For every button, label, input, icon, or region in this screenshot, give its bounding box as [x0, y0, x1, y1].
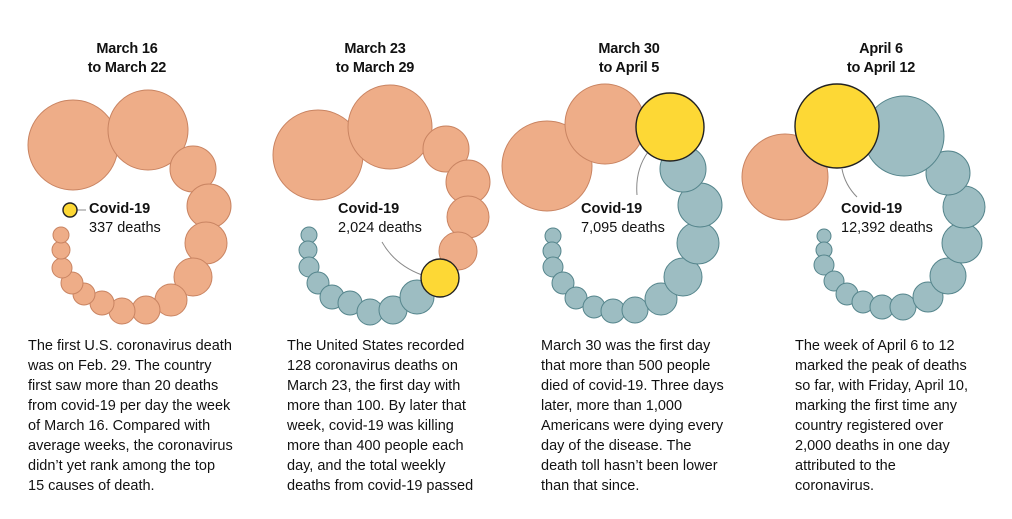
desc-line: was on Feb. 29. The country	[28, 358, 212, 374]
cause-bubble-above-covid	[501, 120, 593, 212]
panel-description: The first U.S. coronavirus death was on …	[28, 336, 258, 496]
covid-label: Covid-19 7,095 deaths	[581, 200, 665, 238]
desc-line: more than 400 people each	[287, 438, 464, 454]
panel-3: March 30 to April 5 Covid-19 7,095 death…	[510, 0, 760, 519]
cause-bubble-above-covid	[107, 89, 189, 171]
panel-title: March 23 to March 29	[275, 40, 475, 78]
cause-bubble-below-covid	[542, 256, 564, 278]
cause-bubble-above-covid	[60, 271, 84, 295]
covid-leader-line	[636, 151, 649, 196]
covid-label-value: 12,392 deaths	[841, 220, 933, 236]
panel-description: The United States recorded 128 coronavir…	[287, 336, 517, 496]
desc-line: of March 16. Compared with	[28, 418, 211, 434]
desc-line: Americans were dying every	[541, 418, 724, 434]
title-line-1: April 6	[859, 41, 903, 57]
covid-label: Covid-19 12,392 deaths	[841, 200, 933, 238]
desc-line: coronavirus.	[795, 478, 874, 494]
desc-line: from covid-19 per day the week	[28, 398, 231, 414]
covid-leader-line	[381, 241, 423, 276]
cause-bubble-below-covid	[925, 150, 971, 196]
panel-title: April 6 to April 12	[781, 40, 981, 78]
covid-label-name: Covid-19	[338, 201, 400, 217]
covid-label-name: Covid-19	[89, 201, 151, 217]
covid-label-value: 7,095 deaths	[581, 220, 665, 236]
desc-line: marking the first time any	[795, 398, 957, 414]
desc-line: day, and the total weekly	[287, 458, 446, 474]
desc-line: 2,000 deaths in one day	[795, 438, 950, 454]
panel-1: March 16 to March 22 Covid-19 337 deaths…	[0, 0, 260, 519]
panel-1-bubbles	[27, 89, 232, 325]
desc-line: week, covid-19 was killing	[287, 418, 454, 434]
panel-title: March 30 to April 5	[529, 40, 729, 78]
desc-line: average weeks, the coronavirus	[28, 438, 233, 454]
desc-line: marked the peak of deaths	[795, 358, 967, 374]
bubble-chart	[27, 83, 986, 326]
title-line-1: March 30	[598, 41, 660, 57]
desc-line: The week of April 6 to 12	[795, 338, 955, 354]
covid-bubble	[62, 202, 78, 218]
desc-line: The United States recorded	[287, 338, 465, 354]
cause-bubble-below-covid	[813, 254, 835, 276]
panel-title: March 16 to March 22	[27, 40, 227, 78]
desc-line: The first U.S. coronavirus death	[28, 338, 232, 354]
covid-bubble	[420, 258, 460, 298]
title-line-2: to April 5	[598, 60, 660, 76]
title-line-1: March 16	[96, 41, 158, 57]
desc-line: deaths from covid-19 passed	[287, 478, 474, 494]
title-line-2: to April 12	[846, 60, 916, 76]
cause-bubble-below-covid	[621, 296, 649, 324]
covid-label: Covid-19 2,024 deaths	[338, 200, 422, 238]
desc-line: later, more than 1,000	[541, 398, 683, 414]
desc-line: that more than 500 people	[541, 358, 711, 374]
title-line-1: March 23	[344, 41, 406, 57]
desc-line: 15 causes of death.	[28, 478, 155, 494]
covid-label: Covid-19 337 deaths	[89, 200, 161, 238]
desc-line: day of the disease. The	[541, 438, 692, 454]
desc-line: than that since.	[541, 478, 640, 494]
cause-bubble-below-covid	[644, 282, 678, 316]
cause-bubble-below-covid	[889, 293, 917, 321]
desc-line: March 30 was the first day	[541, 338, 711, 354]
covid-bubble	[794, 83, 880, 169]
desc-line: so far, with Friday, April 10,	[795, 378, 968, 394]
panel-description: March 30 was the first day that more tha…	[541, 336, 771, 496]
panel-2: March 23 to March 29 Covid-19 2,024 deat…	[260, 0, 510, 519]
covid-leader-line	[841, 168, 858, 198]
cause-bubble-above-covid	[347, 84, 433, 170]
desc-line: 128 coronavirus deaths on	[287, 358, 458, 374]
panel-4: April 6 to April 12 Covid-19 12,392 deat…	[760, 0, 1012, 519]
covid-label-value: 337 deaths	[89, 220, 161, 236]
cause-bubble-below-covid	[551, 271, 575, 295]
desc-line: death toll hasn’t been lower	[541, 458, 718, 474]
panel-2-bubbles	[272, 84, 491, 326]
covid-label-value: 2,024 deaths	[338, 220, 422, 236]
covid-label-name: Covid-19	[841, 201, 903, 217]
title-line-2: to March 22	[87, 60, 167, 76]
desc-line: didn’t yet rank among the top	[28, 458, 216, 474]
desc-line: attributed to the	[795, 458, 896, 474]
title-line-2: to March 29	[335, 60, 415, 76]
covid-bubble	[635, 92, 705, 162]
desc-line: died of covid-19. Three days	[541, 378, 724, 394]
cause-bubble-above-covid	[52, 226, 70, 244]
panel-3-bubbles	[501, 83, 723, 324]
desc-line: March 23, the first day with	[287, 378, 461, 394]
panel-description: The week of April 6 to 12 marked the pea…	[795, 336, 1012, 496]
cause-bubble-above-covid	[422, 125, 470, 173]
cause-bubble-above-covid	[173, 257, 213, 297]
desc-line: more than 100. By later that	[287, 398, 466, 414]
desc-line: first saw more than 20 deaths	[28, 378, 219, 394]
desc-line: country registered over	[795, 418, 944, 434]
covid-label-name: Covid-19	[581, 201, 643, 217]
cause-bubble-below-covid	[929, 257, 967, 295]
panel-4-bubbles	[741, 83, 986, 321]
